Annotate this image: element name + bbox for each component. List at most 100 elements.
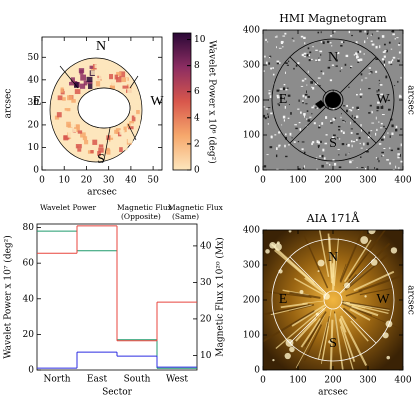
field-speckle	[317, 141, 321, 144]
coronal-loop	[349, 308, 371, 321]
field-speckle	[360, 156, 362, 158]
bright-spot	[317, 270, 320, 273]
coronal-loop	[289, 291, 321, 299]
coronal-loop	[346, 302, 389, 314]
map-cell	[74, 124, 80, 131]
field-speckle	[355, 115, 359, 118]
y-tick-label: 400	[243, 26, 260, 36]
field-speckle	[301, 148, 304, 150]
field-speckle	[300, 35, 304, 38]
field-speckle	[339, 138, 341, 140]
field-speckle	[335, 65, 338, 67]
field-speckle	[267, 123, 269, 125]
map-cell	[66, 103, 72, 109]
field-speckle	[388, 61, 391, 64]
map-cell	[134, 120, 141, 126]
bright-spot	[386, 355, 391, 360]
map-cell	[119, 147, 123, 152]
sector-line	[339, 106, 377, 144]
field-speckle	[321, 122, 324, 125]
map-cell	[108, 135, 114, 140]
field-speckle	[300, 85, 304, 87]
field-speckle	[359, 142, 361, 145]
field-speckle	[357, 58, 361, 62]
field-speckle	[391, 30, 395, 33]
colorbar-tick-label: 2	[194, 139, 200, 149]
field-speckle	[263, 165, 267, 168]
field-speckle	[398, 167, 400, 170]
bright-spot	[370, 259, 378, 266]
sector-line	[289, 256, 327, 294]
field-speckle	[395, 128, 398, 132]
map-cell	[134, 104, 139, 110]
field-speckle	[317, 31, 320, 34]
field-speckle	[350, 140, 353, 143]
field-speckle	[396, 37, 399, 39]
map-cell	[74, 82, 79, 87]
field-speckle	[371, 43, 375, 46]
field-speckle	[381, 114, 385, 116]
sector-line	[339, 256, 377, 294]
field-speckle	[379, 84, 383, 86]
field-speckle	[364, 77, 368, 79]
field-speckle	[285, 133, 287, 136]
x-tick-label: 0	[260, 376, 266, 386]
field-speckle	[329, 42, 332, 44]
map-cell	[106, 149, 111, 155]
field-speckle	[274, 36, 277, 38]
map-cell	[105, 69, 109, 75]
x-tick-label: 300	[359, 176, 376, 186]
field-speckle	[298, 99, 300, 102]
field-speckle	[318, 57, 320, 59]
field-speckle	[308, 58, 310, 60]
field-speckle	[304, 93, 308, 96]
field-speckle	[368, 112, 371, 114]
field-speckle	[368, 87, 371, 90]
field-speckle	[381, 154, 385, 157]
sector-line	[339, 56, 377, 94]
sector-line	[127, 123, 137, 141]
field-speckle	[270, 135, 273, 139]
map-cell	[95, 81, 101, 87]
field-speckle	[300, 111, 302, 114]
field-speckle	[359, 96, 362, 98]
field-speckle	[305, 96, 307, 99]
field-speckle	[265, 38, 267, 42]
field-speckle	[317, 146, 320, 149]
field-speckle	[281, 124, 283, 126]
map-cell	[119, 130, 125, 135]
field-speckle	[313, 105, 315, 108]
field-speckle	[340, 67, 343, 69]
map-cell	[109, 143, 115, 149]
coronal-loop	[343, 239, 372, 283]
field-speckle	[375, 58, 378, 60]
map-cell	[90, 150, 94, 154]
field-speckle	[397, 80, 399, 83]
bright-spot	[265, 249, 270, 254]
field-speckle	[350, 121, 352, 125]
field-speckle	[342, 119, 345, 121]
field-speckle	[307, 119, 311, 122]
field-speckle	[295, 127, 298, 130]
y-axis-label: arcsec	[406, 85, 415, 115]
field-speckle	[356, 133, 359, 135]
field-speckle	[356, 54, 359, 56]
field-speckle	[288, 104, 290, 106]
map-cell	[76, 135, 81, 139]
field-speckle	[264, 117, 267, 120]
field-speckle	[315, 49, 318, 51]
field-speckle	[390, 118, 393, 121]
field-speckle	[382, 51, 386, 53]
sector-line	[103, 127, 111, 161]
field-speckle	[319, 155, 321, 157]
map-cell	[67, 95, 73, 101]
field-speckle	[371, 110, 373, 114]
plot-frame	[36, 223, 198, 371]
field-speckle	[383, 147, 386, 150]
map-cell	[131, 100, 135, 104]
field-speckle	[400, 143, 402, 147]
field-speckle	[351, 114, 353, 118]
field-speckle	[392, 169, 395, 170]
map-cell	[86, 76, 93, 83]
field-speckle	[366, 149, 368, 151]
